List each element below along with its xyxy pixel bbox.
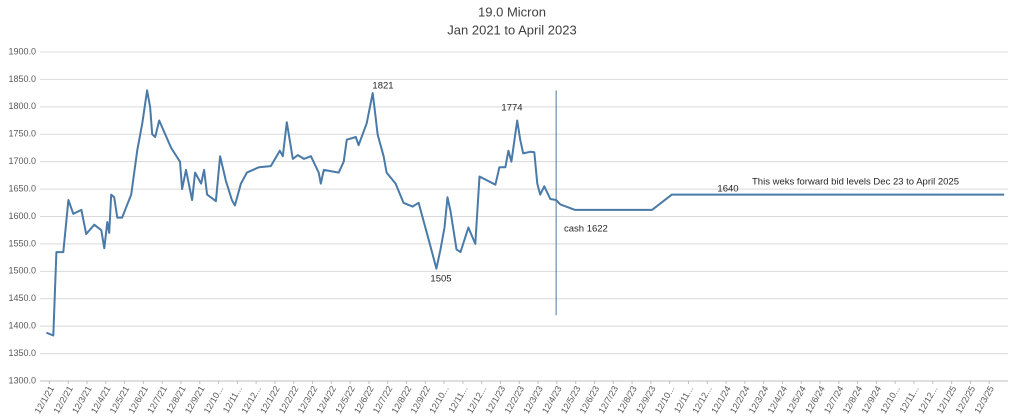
y-tick-label: 1350.0 <box>8 348 36 358</box>
y-tick-label: 1600.0 <box>8 211 36 221</box>
annotation: cash 1622 <box>564 224 608 235</box>
annotation: 1640 <box>717 184 738 195</box>
annotation: 1821 <box>372 81 393 92</box>
y-tick-label: 1400.0 <box>8 321 36 331</box>
y-tick-label: 1900.0 <box>8 46 36 56</box>
y-tick-label: 1450.0 <box>8 293 36 303</box>
y-tick-label: 1550.0 <box>8 238 36 248</box>
data-line <box>46 89 1005 337</box>
chart-subtitle: Jan 2021 to April 2023 <box>447 22 576 37</box>
annotation: This weks forward bid levels Dec 23 to A… <box>752 177 959 188</box>
chart-title: 19.0 Micron <box>478 4 546 19</box>
annotation: 1505 <box>430 274 451 285</box>
y-tick-label: 1850.0 <box>8 74 36 84</box>
y-tick-label: 1500.0 <box>8 266 36 276</box>
y-tick-label: 1750.0 <box>8 129 36 139</box>
y-tick-label: 1300.0 <box>8 375 36 385</box>
y-tick-label: 1650.0 <box>8 183 36 193</box>
annotation: 1774 <box>501 103 522 114</box>
y-tick-label: 1800.0 <box>8 101 36 111</box>
y-tick-label: 1700.0 <box>8 156 36 166</box>
